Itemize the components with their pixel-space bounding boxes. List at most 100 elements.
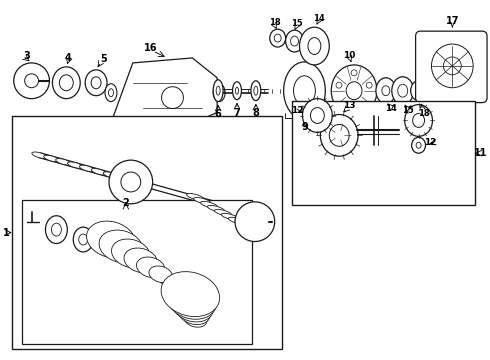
Ellipse shape <box>216 86 220 95</box>
Circle shape <box>235 202 275 242</box>
Ellipse shape <box>217 89 221 96</box>
Ellipse shape <box>46 216 67 243</box>
Bar <box>22 200 252 344</box>
Circle shape <box>351 70 357 76</box>
Ellipse shape <box>221 213 239 220</box>
Polygon shape <box>113 58 217 127</box>
Ellipse shape <box>329 125 349 146</box>
Ellipse shape <box>85 70 107 96</box>
Bar <box>12 116 282 349</box>
Text: 4: 4 <box>65 53 72 63</box>
Ellipse shape <box>201 291 213 307</box>
Ellipse shape <box>432 44 473 88</box>
Ellipse shape <box>308 37 321 54</box>
Ellipse shape <box>228 217 245 224</box>
Text: 14: 14 <box>385 104 397 113</box>
Text: 5: 5 <box>100 54 107 64</box>
Ellipse shape <box>411 81 426 100</box>
Text: 2: 2 <box>122 198 129 208</box>
Text: 1: 1 <box>3 228 10 238</box>
Ellipse shape <box>136 257 165 278</box>
Text: 11: 11 <box>474 148 488 158</box>
Ellipse shape <box>443 57 461 75</box>
Ellipse shape <box>284 62 325 120</box>
Text: 12: 12 <box>291 106 304 115</box>
Ellipse shape <box>270 29 286 47</box>
Ellipse shape <box>51 223 61 236</box>
Text: 8: 8 <box>252 108 259 117</box>
Ellipse shape <box>382 86 390 96</box>
Ellipse shape <box>291 36 298 46</box>
Circle shape <box>342 102 348 108</box>
Ellipse shape <box>346 82 362 100</box>
Ellipse shape <box>416 87 421 95</box>
Ellipse shape <box>194 290 197 294</box>
Ellipse shape <box>213 80 223 102</box>
Ellipse shape <box>184 311 207 327</box>
Text: 16: 16 <box>144 43 157 53</box>
Bar <box>292 100 475 205</box>
Text: 13: 13 <box>343 101 355 110</box>
Ellipse shape <box>172 291 213 322</box>
Ellipse shape <box>167 282 217 319</box>
Ellipse shape <box>68 162 83 168</box>
Text: 15: 15 <box>291 19 302 28</box>
Ellipse shape <box>52 67 80 99</box>
Circle shape <box>109 160 153 204</box>
Ellipse shape <box>416 142 421 148</box>
Text: 18: 18 <box>269 18 280 27</box>
Ellipse shape <box>294 76 316 105</box>
Text: 7: 7 <box>234 108 241 117</box>
Ellipse shape <box>200 202 218 208</box>
Text: 17: 17 <box>445 16 459 26</box>
Circle shape <box>24 74 39 88</box>
Ellipse shape <box>392 77 414 105</box>
Circle shape <box>14 63 49 99</box>
Text: 14: 14 <box>314 14 325 23</box>
Ellipse shape <box>412 137 425 153</box>
Ellipse shape <box>59 75 74 91</box>
Ellipse shape <box>302 99 332 132</box>
Ellipse shape <box>311 108 324 123</box>
Ellipse shape <box>87 221 135 258</box>
Circle shape <box>366 82 372 88</box>
Ellipse shape <box>124 248 157 273</box>
Ellipse shape <box>215 210 232 216</box>
Text: 9: 9 <box>301 122 308 132</box>
Ellipse shape <box>274 34 281 42</box>
Ellipse shape <box>149 266 172 283</box>
Ellipse shape <box>79 165 95 172</box>
Ellipse shape <box>398 84 408 97</box>
Ellipse shape <box>56 159 71 165</box>
Text: 6: 6 <box>215 108 221 118</box>
Ellipse shape <box>112 239 150 268</box>
Ellipse shape <box>161 272 220 316</box>
Ellipse shape <box>32 152 47 158</box>
Ellipse shape <box>233 82 242 100</box>
Circle shape <box>361 102 367 108</box>
Ellipse shape <box>162 87 183 109</box>
Text: 18: 18 <box>418 109 429 118</box>
Ellipse shape <box>105 84 117 102</box>
Ellipse shape <box>103 172 119 178</box>
Ellipse shape <box>187 193 204 200</box>
Ellipse shape <box>331 65 377 117</box>
Ellipse shape <box>413 113 424 127</box>
FancyBboxPatch shape <box>416 31 487 103</box>
Ellipse shape <box>236 87 239 94</box>
Circle shape <box>121 172 141 192</box>
Ellipse shape <box>213 84 225 102</box>
Ellipse shape <box>190 286 200 298</box>
Ellipse shape <box>286 30 303 52</box>
Ellipse shape <box>178 301 210 325</box>
Ellipse shape <box>208 206 225 212</box>
Ellipse shape <box>91 77 101 89</box>
Ellipse shape <box>254 86 258 95</box>
Text: 15: 15 <box>402 106 414 115</box>
Ellipse shape <box>205 296 210 302</box>
Ellipse shape <box>251 81 261 100</box>
Ellipse shape <box>99 230 143 263</box>
Ellipse shape <box>376 78 396 104</box>
Ellipse shape <box>194 197 211 204</box>
Text: 12: 12 <box>424 138 437 147</box>
